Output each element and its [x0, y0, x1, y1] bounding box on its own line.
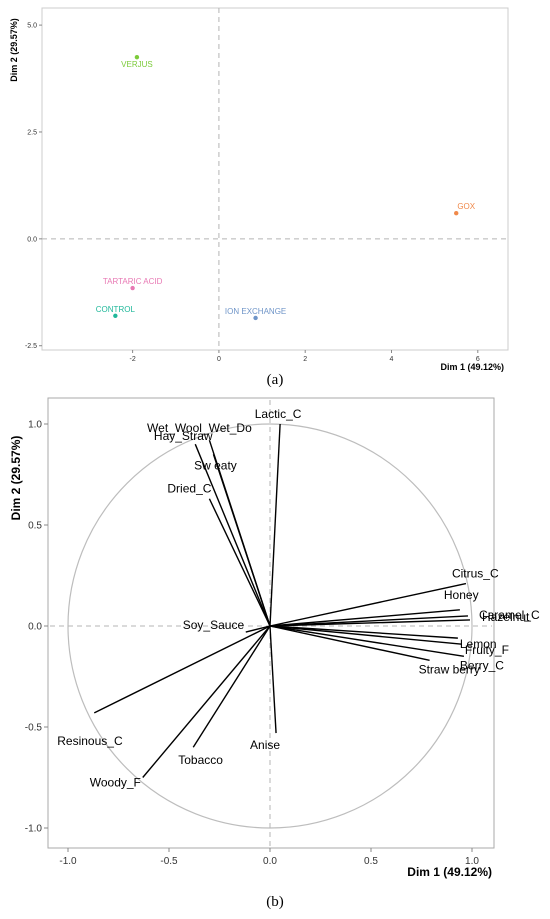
panel-b-vector-label: Sw eaty — [194, 458, 237, 472]
panel-b-vector — [269, 625, 277, 734]
panel-b-ytick-label: -1.0 — [25, 824, 43, 835]
panel-a-xtick-label: 6 — [476, 356, 480, 363]
panel-a-point-label: ION EXCHANGE — [225, 307, 286, 316]
panel-a-xtick-label: 4 — [390, 356, 394, 363]
panel-a-point — [113, 313, 118, 318]
panel-a-point-label: TARTARIC ACID — [103, 277, 163, 286]
panel-a-point — [253, 315, 258, 321]
panel-a-points: VERJUS GOX TARTARIC ACID CONTROL ION EXCHANG… — [96, 54, 476, 321]
panel-a-scatter: -2 0 2 4 6 -2.5 0.0 2.5 5.0 VERJUS GOX TARTARIC AC… — [9, 7, 509, 388]
panel-b-xtick-label: 1.0 — [465, 856, 479, 867]
panel-a-reference-lines — [42, 8, 508, 350]
panel-b-vector — [269, 619, 471, 627]
panel-b-vector-label: Citrus_C — [452, 567, 499, 581]
panel-b-vector-label: Caramel_C — [479, 608, 540, 622]
panel-b-xtick-label: -1.0 — [59, 856, 77, 867]
panel-b-vector-label: Tobacco — [178, 753, 223, 767]
panel-b-vector-label: Resinous_C — [57, 734, 123, 748]
panel-a-point — [134, 54, 140, 60]
panel-a-frame — [41, 7, 509, 351]
panel-b-vector — [269, 582, 467, 627]
panel-b-vector — [93, 625, 271, 714]
panel-b-ytick-label: 0.0 — [28, 622, 42, 633]
panel-b-vector — [192, 625, 271, 748]
panel-a-ylabel: Dim 2 (29.57%) — [9, 18, 19, 82]
panel-a-point-label: CONTROL — [96, 305, 136, 314]
panel-a-point — [130, 285, 135, 291]
panel-b-vector-label: Hay_Straw — [154, 429, 213, 443]
panel-b-vector-label: Soy_Sauce — [183, 618, 245, 632]
panel-b-vector — [269, 423, 281, 627]
panel-b-ticks: -1.0 -0.5 0.0 0.5 1.0 -1.0 -0.5 0.0 0.5 1.0 — [25, 420, 480, 868]
panel-b-vector-label: Hazelnut — [482, 610, 530, 624]
panel-a-ytick-label: 2.5 — [27, 129, 37, 136]
panel-a-xtick-label: 2 — [303, 356, 307, 363]
panel-a-point-label: VERJUS — [121, 60, 153, 69]
panel-a-xtick-label: 0 — [217, 356, 221, 363]
panel-b-ylabel: Dim 2 (29.57%) — [9, 436, 23, 521]
panel-b-vector-label: Anise — [250, 738, 280, 752]
panel-b-vector-label: Dried_C — [167, 482, 211, 496]
panel-a-xtick-label: -2 — [129, 356, 135, 363]
panel-b-vector-label: Berry_C — [460, 658, 504, 672]
panel-a-ticks: -2 0 2 4 6 -2.5 0.0 2.5 5.0 — [25, 23, 480, 363]
panel-b-vector — [269, 625, 462, 645]
panel-b-vector — [269, 609, 460, 627]
panel-b-ytick-label: 0.5 — [28, 521, 42, 532]
panel-b-vector-label: Lactic_C — [255, 407, 302, 421]
panel-a-label: (a) — [267, 372, 284, 388]
panel-b-vector-label: Lemon — [460, 637, 497, 651]
panel-b-vector-label: Straw berry — [419, 662, 480, 676]
panel-b-xtick-label: -0.5 — [160, 856, 178, 867]
panel-b-vector — [208, 498, 271, 627]
panel-a-ytick-label: -2.5 — [25, 343, 37, 350]
panel-a-xlabel: Dim 1 (49.12%) — [440, 362, 504, 372]
panel-b-xlabel: Dim 1 (49.12%) — [407, 865, 492, 879]
panel-b-xtick-label: 0.0 — [263, 856, 277, 867]
panel-b-biplot: -1.0 -0.5 0.0 0.5 1.0 -1.0 -0.5 0.0 0.5 1.0 Lacti… — [9, 397, 540, 910]
panel-b-vector — [269, 625, 458, 639]
panel-a-ytick-label: 0.0 — [27, 236, 37, 243]
panel-b-vector — [245, 625, 271, 633]
panel-b-vector-label: Wet_Wool_Wet_Do — [147, 421, 252, 435]
panel-a-ytick-label: 5.0 — [27, 23, 37, 30]
panel-b-xtick-label: 0.5 — [364, 856, 378, 867]
panel-b-vector — [269, 625, 465, 657]
panel-b-vector-label: Woody_F — [90, 776, 141, 790]
panel-a-point-label: GOX — [457, 202, 475, 211]
panel-b-label: (b) — [266, 894, 284, 910]
panel-b-ytick-label: -0.5 — [25, 723, 43, 734]
panel-b-vector-label: Fruity_F — [465, 643, 509, 657]
panel-b-ytick-label: 1.0 — [28, 420, 42, 431]
panel-b-vector — [142, 625, 271, 778]
panel-b-vector-label: Honey — [444, 588, 479, 602]
panel-b-vector — [194, 443, 271, 627]
panel-b-frame — [47, 397, 495, 849]
panel-b-vector — [269, 625, 430, 662]
panel-b-vector — [212, 454, 271, 627]
panel-a-point — [454, 211, 459, 216]
